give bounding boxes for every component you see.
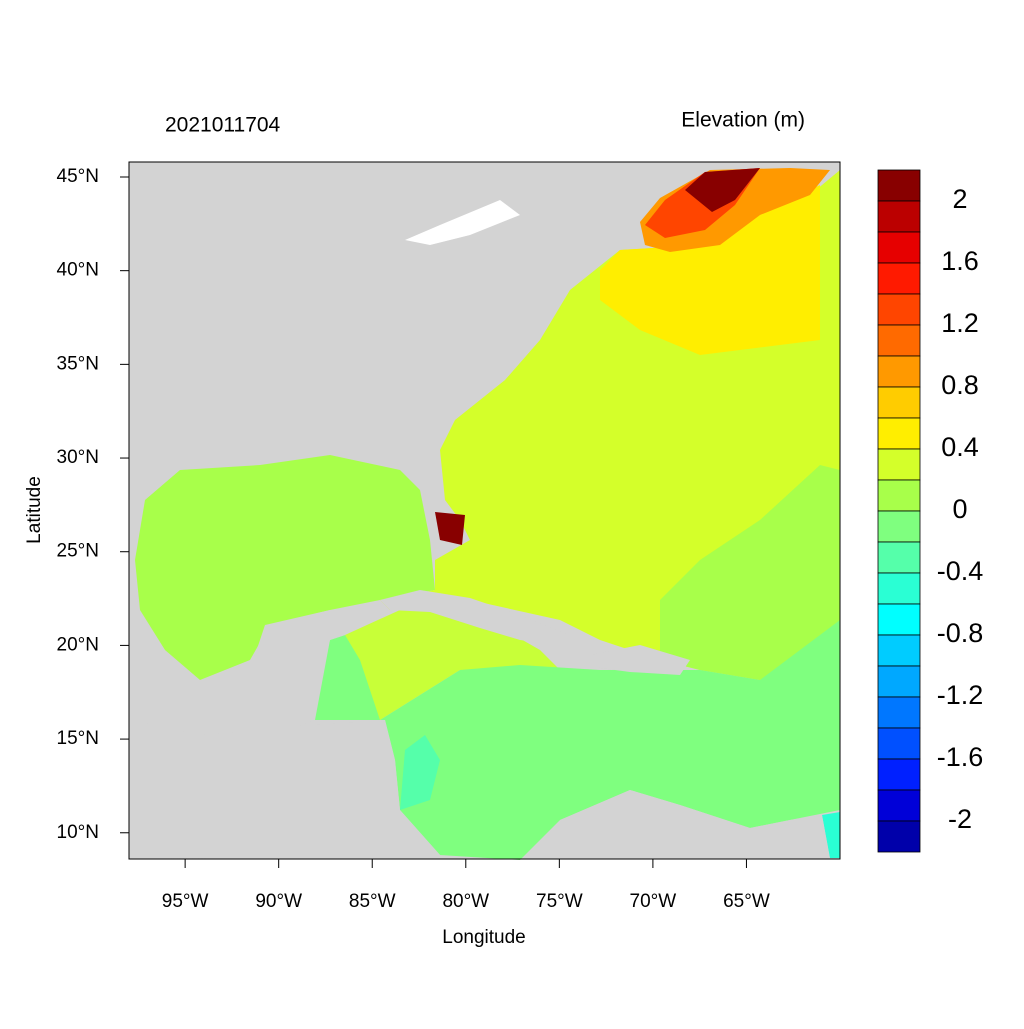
colorbar-swatch bbox=[877, 572, 921, 605]
colorbar-swatch bbox=[877, 169, 921, 202]
colorbar-swatch bbox=[877, 820, 921, 853]
colorbar-label: 0.4 bbox=[941, 432, 979, 462]
colorbar-swatch bbox=[877, 789, 921, 822]
colorbar-label: -2 bbox=[948, 804, 972, 834]
gulf-of-maine-darkred bbox=[685, 168, 760, 212]
colorbar-swatch bbox=[877, 262, 921, 295]
map-title: 2021011704 bbox=[165, 114, 281, 137]
y-tick-label: 30°N bbox=[57, 447, 99, 468]
colorbar-swatch bbox=[877, 510, 921, 543]
colorbar-swatch bbox=[877, 603, 921, 636]
colorbar-swatch bbox=[877, 386, 921, 419]
colorbar-swatch bbox=[877, 634, 921, 667]
colorbar-swatch bbox=[877, 324, 921, 357]
colorbar-swatch bbox=[877, 448, 921, 481]
yucatan bbox=[250, 610, 345, 730]
y-tick-label: 20°N bbox=[57, 634, 99, 655]
colorbar-swatch bbox=[877, 758, 921, 791]
cyan-corner bbox=[822, 812, 840, 858]
caribbean-north bbox=[345, 610, 560, 720]
y-tick-label: 45°N bbox=[57, 166, 99, 187]
cuba bbox=[380, 590, 570, 645]
colorbar-label: -1.2 bbox=[937, 680, 984, 710]
x-tick-label: 95°W bbox=[162, 891, 209, 912]
colorbar-label: -0.4 bbox=[937, 556, 984, 586]
y-tick-label: 10°N bbox=[57, 822, 99, 843]
caribbean bbox=[310, 620, 840, 860]
y-tick-label: 25°N bbox=[57, 541, 99, 562]
colorbar-label: 1.2 bbox=[941, 308, 979, 338]
colorbar-label: -1.6 bbox=[937, 742, 984, 772]
colorbar-label: 1.6 bbox=[941, 246, 979, 276]
colorbar-label: 0 bbox=[952, 494, 967, 524]
colorbar-swatch bbox=[877, 417, 921, 450]
colorbar-label: 0.8 bbox=[941, 370, 979, 400]
colorbar-swatch bbox=[877, 200, 921, 233]
colorbar-swatch bbox=[877, 355, 921, 388]
y-tick-label: 35°N bbox=[57, 353, 99, 374]
map-field bbox=[129, 162, 840, 860]
south-america bbox=[560, 790, 830, 859]
x-tick-label: 75°W bbox=[536, 891, 583, 912]
x-axis-label: Longitude bbox=[442, 927, 525, 948]
x-tick-label: 90°W bbox=[255, 891, 302, 912]
hispaniola bbox=[590, 645, 690, 675]
colorbar-label: -0.8 bbox=[937, 618, 984, 648]
colorbar-swatch bbox=[877, 727, 921, 760]
atlantic-south bbox=[660, 465, 840, 680]
honduras-coast bbox=[400, 735, 440, 810]
plot-frame bbox=[128, 161, 841, 860]
colorbar-swatch bbox=[877, 231, 921, 264]
colorbar-swatch bbox=[877, 541, 921, 574]
x-tick-label: 70°W bbox=[630, 891, 677, 912]
northeast-yellow bbox=[600, 185, 820, 355]
central-america bbox=[129, 720, 440, 859]
y-tick-label: 40°N bbox=[57, 260, 99, 281]
colorbar-label: 2 bbox=[952, 184, 967, 214]
colorbar-swatch bbox=[877, 696, 921, 729]
gulf-of-mexico bbox=[135, 455, 435, 680]
x-tick-label: 85°W bbox=[349, 891, 396, 912]
y-tick-label: 15°N bbox=[57, 728, 99, 749]
colorbar-swatch bbox=[877, 665, 921, 698]
florida-surge bbox=[435, 512, 465, 545]
y-axis-label: Latitude bbox=[24, 476, 45, 544]
legend-title: Elevation (m) bbox=[681, 109, 805, 132]
x-tick-label: 80°W bbox=[442, 891, 489, 912]
colorbar-swatch bbox=[877, 479, 921, 512]
great-lakes bbox=[405, 200, 520, 245]
colorbar-swatch bbox=[877, 293, 921, 326]
x-tick-label: 65°W bbox=[723, 891, 770, 912]
